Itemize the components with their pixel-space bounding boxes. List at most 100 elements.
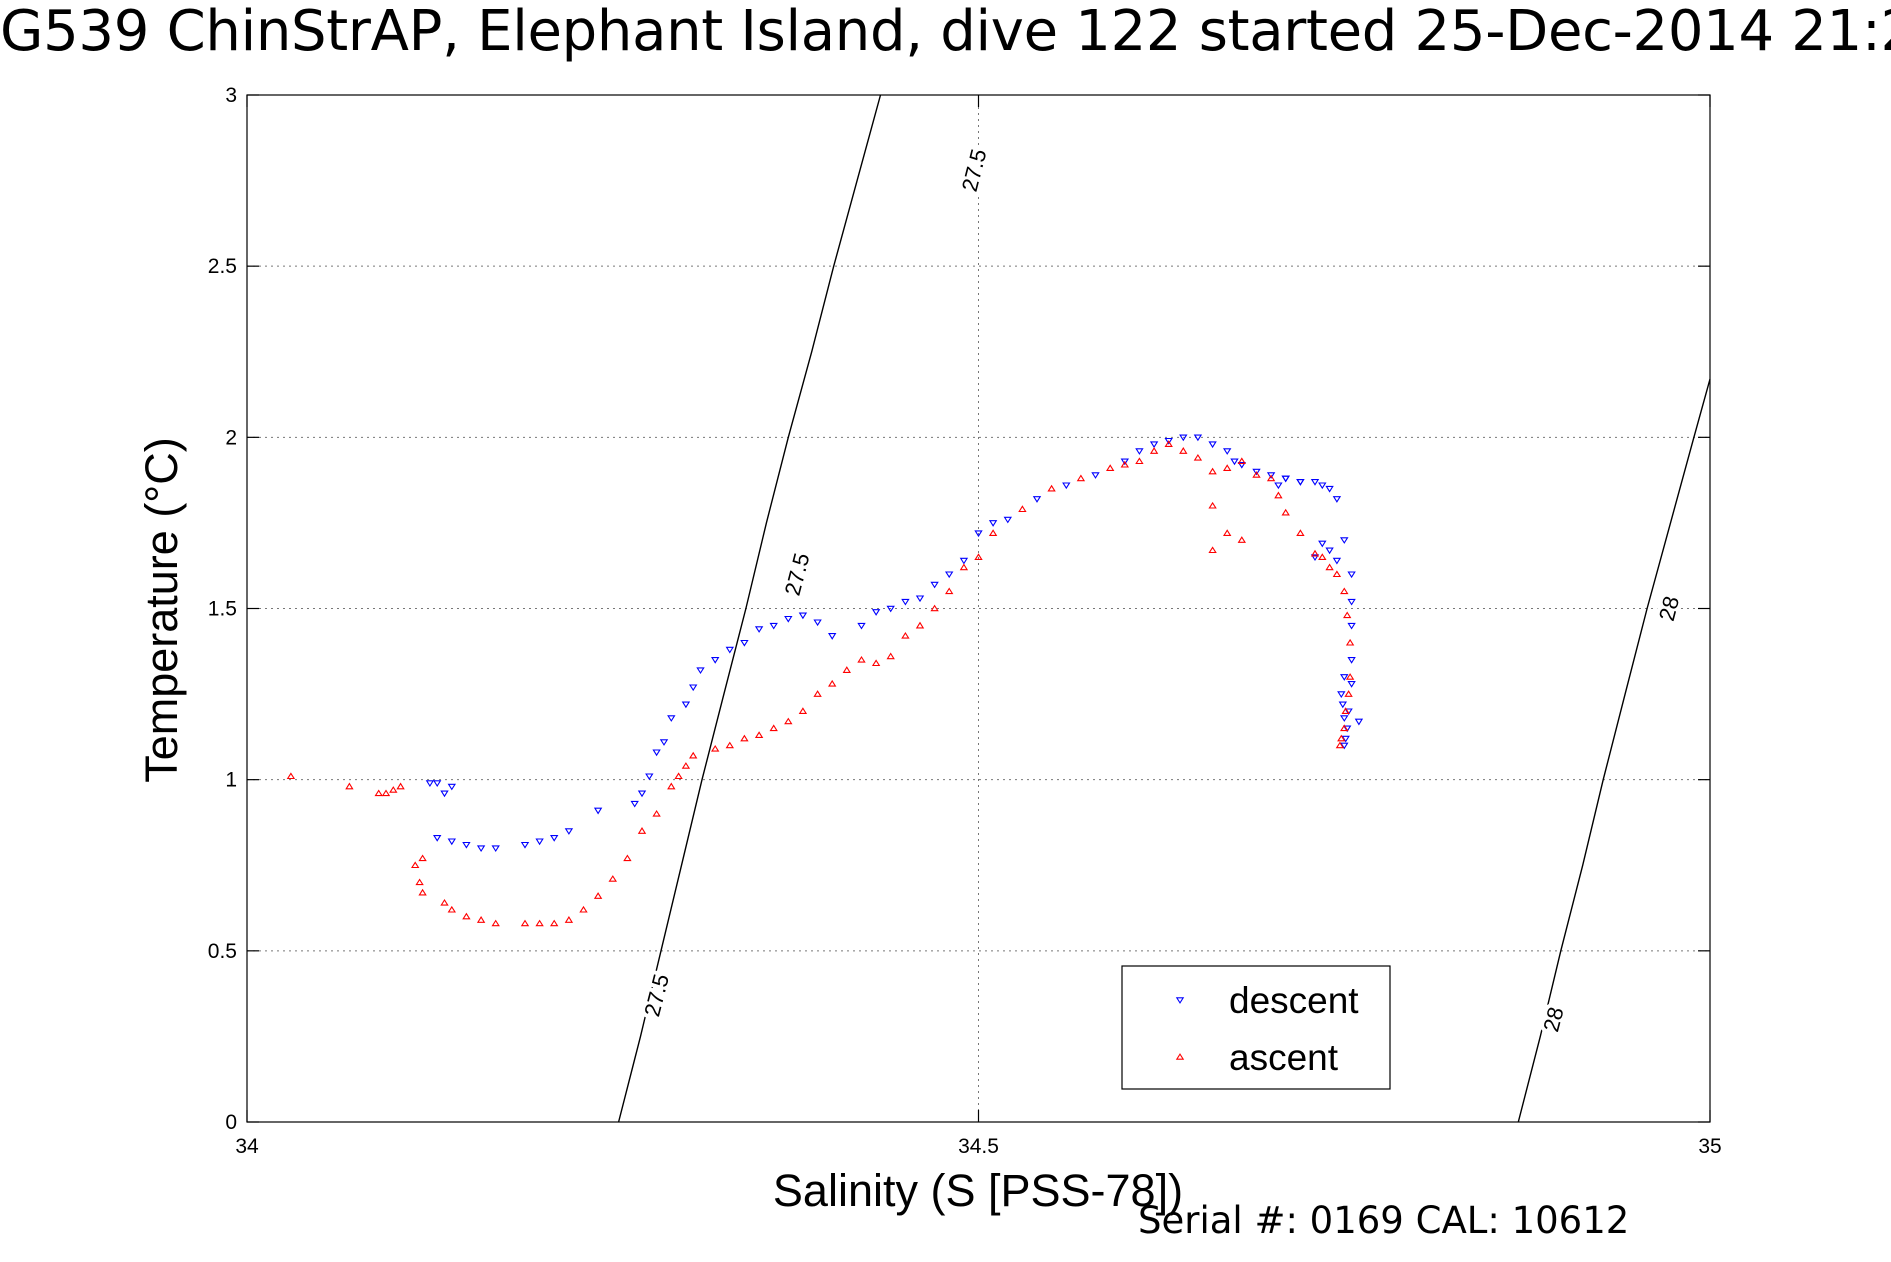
descent-point [901,598,910,606]
ascent-point [1135,457,1144,465]
descent-point [1354,718,1364,726]
ascent-point [1252,471,1261,478]
ascent-point [725,741,734,749]
ascent-point [1344,690,1353,697]
descent-point [711,657,720,664]
y-tick-label: 2.5 [208,255,237,278]
ascent-point [652,809,661,817]
ascent-point [637,827,647,834]
descent-point [1062,482,1071,490]
descent-point [696,667,705,675]
ascent-point [674,772,683,780]
ascent-point [491,919,500,927]
ascent-point [593,892,603,899]
ascent-point [1179,447,1188,454]
descent-point [447,783,456,791]
descent-point [447,838,456,846]
ascent-point [418,854,427,862]
descent-point [1179,434,1188,442]
ascent-point [842,666,851,673]
descent-point [886,605,895,613]
ascent-point [1018,505,1027,513]
descent-point [1318,540,1327,548]
descent-point [433,780,442,788]
descent-point [784,615,793,623]
descent-point [535,838,544,846]
ascent-point [784,717,793,725]
descent-point [1347,571,1356,579]
y-tick-label: 0 [225,1111,237,1134]
descent-point [974,530,983,538]
descent-point [1252,468,1261,476]
ascent-point [974,553,983,560]
descent-point [433,835,442,842]
descent-point [1339,537,1349,544]
legend: descent ascent [1121,965,1391,1090]
ascent-point [1120,460,1129,468]
ascent-point [381,789,391,797]
descent-point [1135,448,1144,455]
ascent-point [535,919,544,927]
legend-label-descent: descent [1229,980,1359,1021]
descent-point [1274,482,1283,490]
descent-point [1281,475,1290,483]
legend-marker-ascent [1175,1053,1185,1060]
ascent-point [1339,724,1349,732]
ascent-point [520,919,530,927]
ascent-point [623,854,632,862]
ascent-point [1164,440,1173,447]
ascent-point [1310,549,1320,557]
descent-point [1193,434,1203,442]
descent-point [1332,557,1342,565]
descent-point [1347,681,1356,688]
ascent-point [667,782,676,790]
descent-point [1338,701,1347,709]
descent-point [1223,448,1232,455]
ascent-point [769,724,778,732]
descent-point [630,800,639,808]
ascent-point [1337,734,1346,742]
descent-point [652,749,661,757]
descent-point [1120,458,1129,466]
ascent-point [1047,484,1056,492]
ascent-point [1193,453,1203,461]
ascent-point [396,782,405,790]
descent-point [828,633,837,640]
descent-point [1003,516,1012,524]
descent-point [959,557,969,565]
ascent-point [798,707,808,714]
descent-point [1339,742,1349,750]
y-tick-label: 2 [225,426,237,449]
descent-point [1310,479,1320,486]
descent-point [915,595,925,603]
ascent-point [550,919,559,927]
x-tick-label: 34 [235,1135,259,1158]
descent-point [1149,441,1159,449]
ascent-point [1237,457,1246,465]
descent-point [930,581,939,589]
descent-point [1325,547,1334,555]
ascent-point [1281,508,1290,516]
descent-point [593,807,603,815]
descent-point [1341,735,1350,743]
ascent-point [1266,474,1276,482]
x-tick-label: 34.5 [958,1135,999,1158]
legend-label-ascent: ascent [1229,1037,1339,1078]
y-tick-label: 3 [225,84,237,107]
ascent-point [711,744,720,752]
descent-point [1310,554,1320,562]
ascent-point [1325,563,1334,571]
ascent-point [1296,529,1305,536]
ascent-point [945,587,954,595]
ascent-point [1208,501,1217,509]
ascent-point [901,631,910,639]
contour-label: 27.5 [639,971,674,1019]
ascent-point [608,875,617,882]
descent-point [1230,458,1239,466]
ascent-point [828,679,837,687]
ascent-point [1345,638,1355,646]
ascent-point [1332,570,1342,578]
axis-ticks: 0 0.5 1 1.5 2 2.5 3 34 34.5 35 [208,84,1722,1158]
descent-point [645,773,654,781]
